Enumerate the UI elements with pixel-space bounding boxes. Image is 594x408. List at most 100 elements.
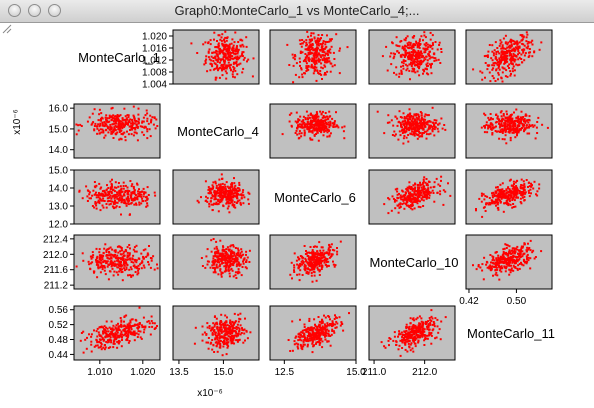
- data-point: [492, 67, 495, 70]
- data-point: [230, 268, 233, 271]
- data-point: [119, 317, 122, 319]
- data-point: [342, 130, 345, 133]
- data-point: [505, 191, 508, 194]
- data-point: [515, 119, 518, 122]
- data-point: [516, 134, 518, 137]
- data-point: [410, 61, 412, 64]
- data-point: [304, 125, 307, 128]
- data-point: [488, 265, 491, 268]
- data-point: [116, 125, 119, 128]
- data-point: [136, 139, 139, 142]
- data-point: [503, 261, 506, 264]
- data-point: [80, 332, 83, 334]
- data-point: [517, 264, 520, 267]
- data-point: [482, 278, 485, 281]
- data-point: [207, 188, 210, 191]
- data-point: [314, 54, 317, 57]
- data-point: [327, 56, 330, 59]
- data-point: [228, 275, 231, 278]
- data-point: [324, 72, 326, 74]
- data-point: [212, 257, 215, 260]
- data-point: [439, 190, 442, 193]
- minimize-window-icon[interactable]: [28, 4, 41, 17]
- data-point: [211, 184, 214, 187]
- data-point: [127, 193, 130, 196]
- data-point: [497, 256, 500, 259]
- data-point: [413, 134, 416, 137]
- data-point: [101, 190, 104, 193]
- data-point: [220, 197, 223, 200]
- data-point: [207, 51, 210, 54]
- data-point: [501, 71, 504, 74]
- data-point: [320, 268, 323, 270]
- data-point: [436, 48, 439, 51]
- panel-frame: [269, 29, 357, 85]
- data-point: [126, 246, 129, 249]
- data-point: [522, 245, 524, 248]
- data-point: [423, 31, 426, 34]
- data-point: [156, 263, 158, 266]
- data-point: [122, 185, 125, 187]
- data-point: [77, 129, 80, 132]
- data-point: [133, 191, 136, 194]
- data-point: [423, 194, 426, 197]
- data-point: [517, 46, 520, 48]
- data-point: [246, 60, 248, 63]
- data-point: [229, 191, 232, 194]
- data-point: [212, 187, 214, 190]
- data-point: [504, 131, 507, 134]
- data-point: [312, 32, 315, 35]
- data-point: [408, 198, 411, 201]
- data-point: [93, 193, 96, 196]
- data-point: [513, 259, 516, 262]
- data-point: [213, 195, 216, 198]
- data-point: [127, 330, 130, 333]
- data-point: [299, 125, 302, 128]
- data-point: [404, 194, 406, 197]
- data-point: [502, 37, 505, 40]
- data-point: [426, 43, 429, 46]
- data-point: [231, 203, 234, 206]
- data-point: [319, 120, 322, 122]
- data-point: [109, 270, 112, 273]
- data-point: [201, 265, 204, 267]
- data-point: [491, 124, 494, 127]
- data-point: [98, 108, 101, 111]
- data-point: [426, 190, 428, 193]
- data-point: [232, 68, 235, 71]
- data-point: [226, 66, 229, 68]
- data-point: [505, 56, 508, 58]
- data-point: [526, 253, 529, 256]
- data-point: [399, 55, 402, 58]
- close-window-icon[interactable]: [8, 4, 21, 17]
- data-point: [419, 51, 422, 54]
- data-point: [202, 43, 205, 46]
- data-point: [381, 55, 384, 58]
- data-point: [503, 190, 506, 192]
- data-point: [413, 193, 416, 196]
- data-point: [292, 64, 295, 67]
- data-point: [423, 125, 426, 127]
- data-point: [312, 117, 315, 120]
- data-point: [508, 245, 511, 248]
- data-point: [236, 64, 238, 67]
- data-point: [323, 258, 326, 261]
- data-point: [311, 265, 314, 268]
- data-point: [107, 278, 110, 281]
- zoom-window-icon[interactable]: [48, 4, 61, 17]
- title-bar[interactable]: Graph0:MonteCarlo_1 vs MonteCarlo_4;...: [0, 0, 594, 23]
- data-point: [499, 200, 502, 203]
- data-point: [414, 71, 417, 74]
- data-point: [433, 53, 436, 56]
- data-point: [321, 246, 324, 249]
- data-point: [228, 272, 231, 275]
- data-point: [311, 38, 313, 41]
- data-point: [121, 258, 124, 261]
- data-point: [322, 121, 324, 124]
- data-point: [88, 333, 90, 336]
- data-point: [126, 197, 128, 200]
- data-point: [332, 263, 335, 266]
- data-point: [517, 118, 520, 120]
- data-point: [114, 251, 117, 254]
- data-point: [218, 261, 220, 264]
